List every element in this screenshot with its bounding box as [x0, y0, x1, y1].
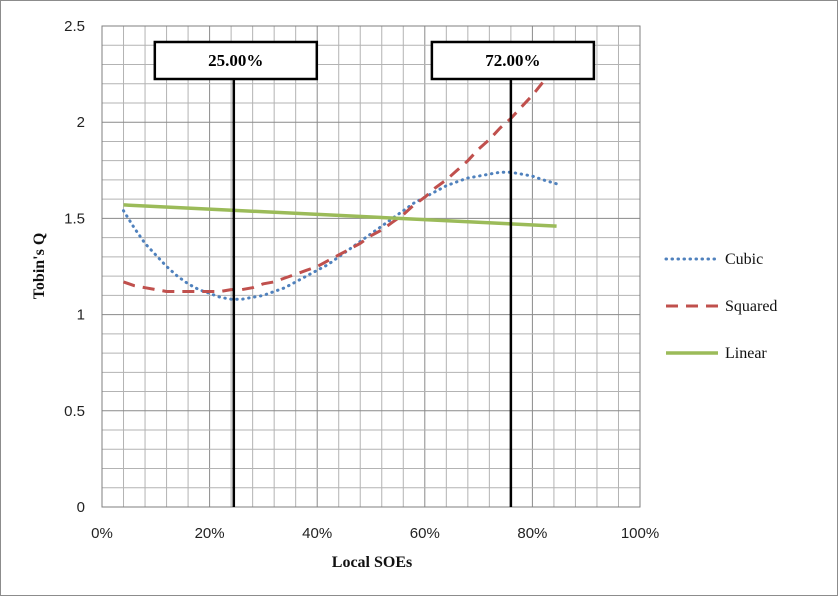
x-axis-title: Local SOEs — [332, 554, 412, 571]
y-tick-label: 1.5 — [64, 210, 85, 227]
legend-label-linear: Linear — [725, 345, 767, 362]
x-tick-label: 20% — [195, 525, 225, 542]
series-squared-line — [123, 69, 558, 293]
series-lines — [122, 69, 559, 301]
x-tick-label: 0% — [91, 525, 113, 542]
x-tick-label: 80% — [517, 525, 547, 542]
y-tick-label: 0 — [77, 499, 85, 516]
annotation-box — [153, 40, 319, 81]
annotation-label: 25.00% — [208, 51, 263, 70]
annotation-label: 72.00% — [485, 51, 540, 70]
annotation-box — [430, 40, 596, 81]
legend-label-cubic: Cubic — [725, 251, 763, 268]
y-tick-label: 2 — [77, 114, 85, 131]
plot-area — [101, 25, 641, 508]
x-tick-label: 40% — [302, 525, 332, 542]
axis-ticks: 0% 20% 40% 60% 80% 100% 0 0.5 1 1.5 2 2.5 — [64, 18, 659, 542]
y-tick-label: 1 — [77, 307, 85, 324]
series-linear-line — [123, 203, 557, 228]
legend-label-squared: Squared — [725, 298, 777, 315]
annotations: 25.00% 72.00% — [153, 40, 596, 507]
y-tick-label: 0.5 — [64, 403, 85, 420]
y-tick-label: 2.5 — [64, 18, 85, 35]
series-cubic-line — [122, 170, 559, 301]
x-tick-label: 100% — [621, 525, 659, 542]
y-axis-title: Tobin's Q — [31, 233, 48, 300]
legend: Cubic Squared Linear — [664, 251, 777, 362]
x-tick-label: 60% — [410, 525, 440, 542]
grid — [101, 25, 641, 508]
